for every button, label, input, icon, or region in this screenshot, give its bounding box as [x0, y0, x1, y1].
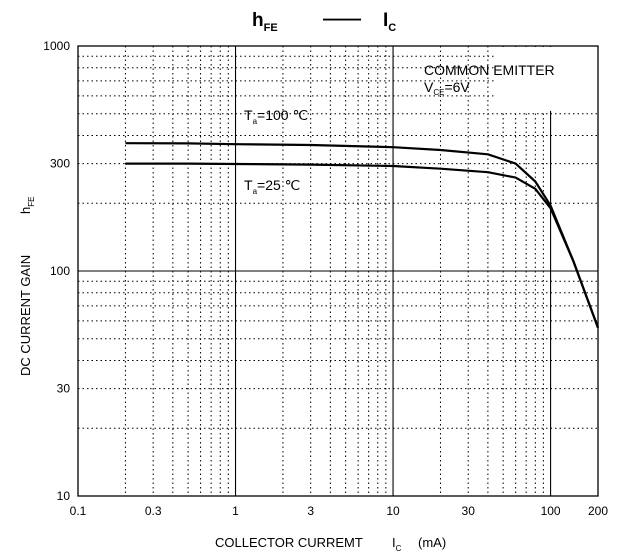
y-tick-label: 10: [57, 489, 71, 503]
chart-title-ic: IC: [383, 10, 396, 34]
x-tick-label: 10: [386, 504, 400, 518]
chart-title: hFE: [252, 10, 278, 34]
grid: [78, 46, 598, 496]
x-tick-label: 1: [232, 504, 239, 518]
annotation-vce-var: V: [424, 79, 434, 95]
series-label-ta25: Ta=25 ℃: [244, 177, 300, 196]
title-hfe: h: [252, 10, 264, 31]
series-label-ta100: Ta=100 ℃: [244, 107, 308, 126]
tick-labels: 0.1 0.3 1 3 10 30 100 200 1000 300 100 30 10: [43, 39, 608, 518]
x-tick-label: 200: [588, 504, 608, 518]
y-tick-label: 30: [57, 382, 71, 396]
curves: [125, 142, 600, 329]
series-line-1: [125, 162, 600, 329]
y-tick-label: 300: [50, 157, 70, 171]
y-axis-var-sub: FE: [27, 197, 36, 207]
title-ic: I: [383, 10, 388, 31]
series-line-0: [125, 142, 600, 329]
annotation-background: [495, 47, 597, 111]
title-hfe-sub: FE: [264, 22, 278, 34]
x-tick-label: 0.3: [145, 504, 162, 518]
annotation-vce-value: =6V: [444, 79, 470, 95]
x-axis-label: COLLECTOR CURREMT IC (mA): [215, 535, 446, 554]
x-axis-label-text: COLLECTOR CURREMT: [215, 535, 363, 550]
x-axis-var-sub: C: [396, 544, 402, 553]
annotation-line1: COMMON EMITTER: [424, 62, 555, 78]
x-axis-var: I: [392, 535, 396, 550]
annotation-line2: VCE=6V: [424, 79, 470, 97]
annotation-vce-sub: CE: [433, 88, 444, 97]
title-dash: ——: [323, 9, 361, 30]
plot-frame: [77, 45, 599, 497]
x-tick-label: 3: [307, 504, 314, 518]
y-axis-label-text: DC CURRENT GAIN: [18, 255, 33, 376]
y-axis-label: DC CURRENT GAIN hFE: [18, 197, 36, 376]
x-tick-label: 30: [462, 504, 476, 518]
x-tick-label: 0.1: [70, 504, 87, 518]
title-ic-sub: C: [388, 22, 396, 34]
x-tick-label: 100: [541, 504, 561, 518]
y-axis-var: h: [18, 207, 33, 214]
y-tick-label: 1000: [43, 39, 70, 53]
y-tick-label: 100: [50, 264, 70, 278]
x-axis-unit: (mA): [418, 535, 446, 550]
